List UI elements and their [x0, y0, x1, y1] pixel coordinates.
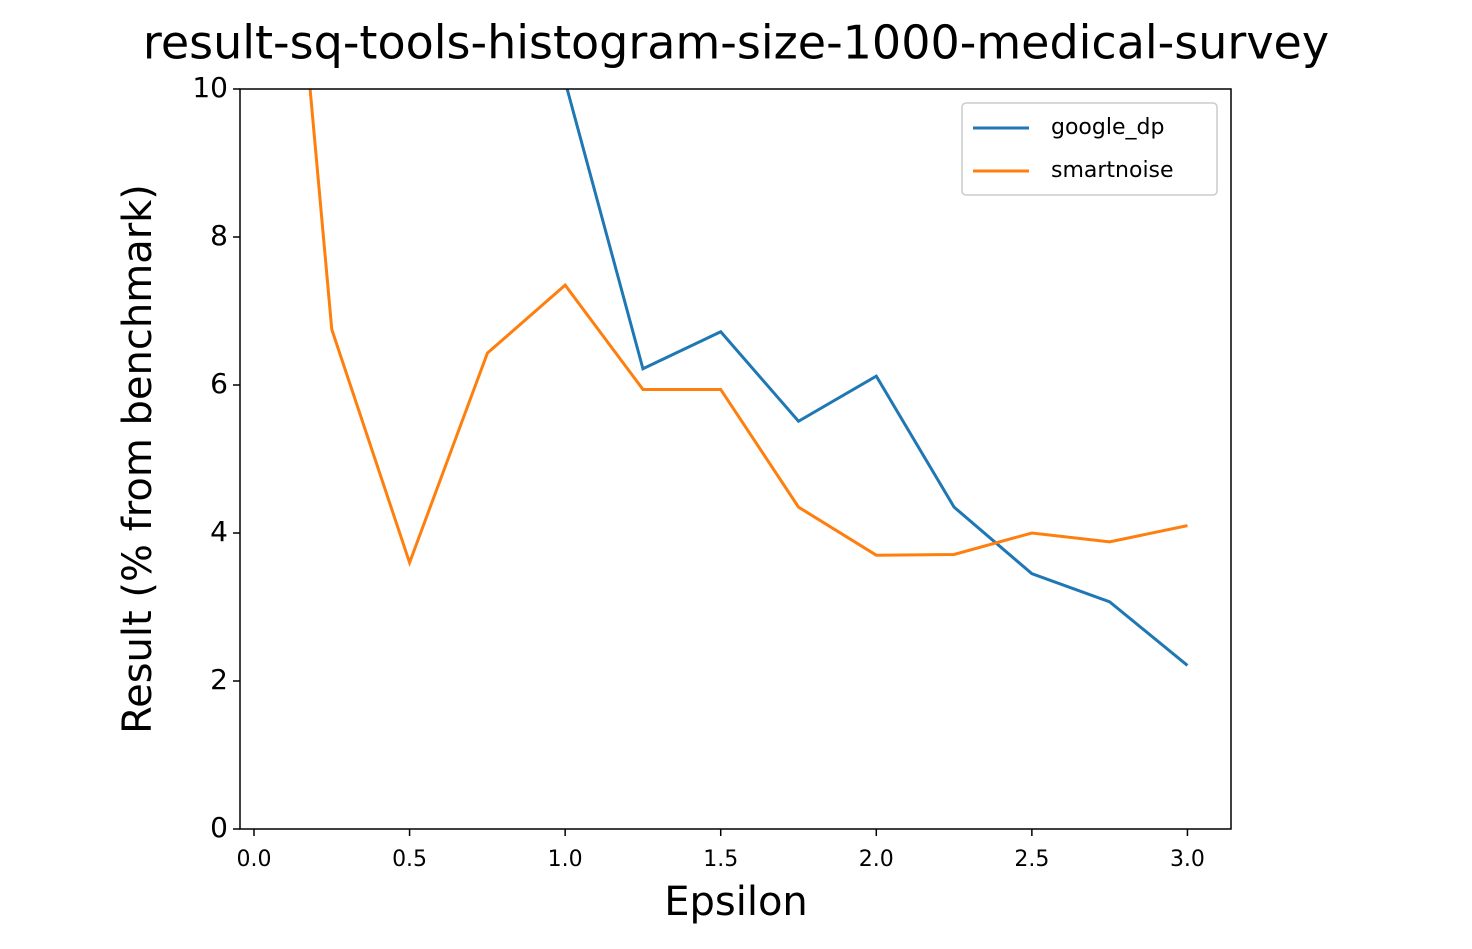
line: [565, 89, 1189, 667]
legend-label: smartnoise: [1051, 158, 1174, 183]
y-tick-label: 6: [210, 367, 228, 400]
line: [308, 89, 1188, 568]
y-axis-label: Result (% from benchmark): [115, 184, 161, 734]
y-tick-label: 10: [192, 71, 228, 104]
x-tick-label: 3.0: [1170, 847, 1205, 872]
chart-title: result-sq-tools-histogram-size-1000-medi…: [143, 16, 1329, 70]
y-tick-label: 8: [210, 219, 228, 252]
x-tick-label: 1.0: [548, 847, 583, 872]
x-axis-label: Epsilon: [664, 879, 808, 925]
legend-label: google_dp: [1051, 115, 1164, 140]
y-tick-label: 2: [210, 663, 228, 696]
plot-area: [308, 89, 1189, 667]
y-tick-label: 0: [210, 811, 228, 844]
plot-frame: [239, 88, 1232, 830]
x-tick-label: 2.0: [859, 847, 894, 872]
x-tick-label: 1.5: [703, 847, 738, 872]
x-tick-label: 2.5: [1014, 847, 1049, 872]
y-tick-label: 4: [210, 515, 228, 548]
x-tick-label: 0.0: [237, 847, 272, 872]
x-tick-label: 0.5: [392, 847, 427, 872]
